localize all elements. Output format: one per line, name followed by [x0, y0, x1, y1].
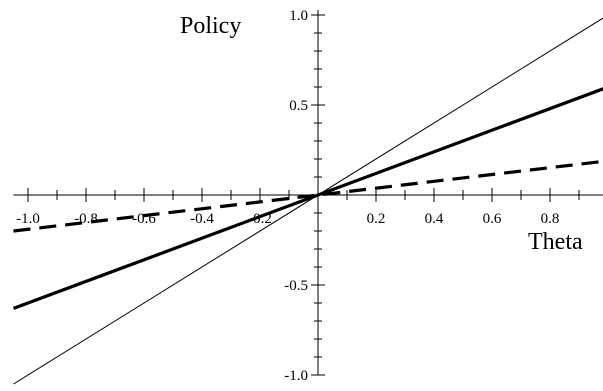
- ticks: [27, 14, 580, 376]
- x-tick-label: 0.4: [425, 211, 444, 227]
- y-tick-label: 0.5: [289, 98, 308, 114]
- series-group: [12, 17, 603, 385]
- tick-labels: -1.0 -0.8 -0.6 -0.4 -0.2 0.2 0.4 0.6 0.81.00.5-0…: [16, 8, 559, 384]
- series-line-thick-solid: [12, 87, 603, 310]
- x-axis-title: Theta: [528, 229, 583, 255]
- x-tick-label: 0.8: [541, 211, 560, 227]
- x-tick-label: -0.4: [190, 211, 214, 227]
- series-line-thin-solid: [13, 17, 603, 385]
- x-tick-label: 0.6: [483, 211, 502, 227]
- axes: [13, 10, 603, 375]
- y-tick-label: 1.0: [289, 8, 308, 24]
- y-axis-title: Policy: [180, 13, 241, 39]
- y-tick-label: -1.0: [284, 368, 308, 384]
- y-tick-label: -0.5: [284, 278, 308, 294]
- x-tick-label: -1.0: [16, 211, 40, 227]
- series-line-thick-dashed: [13, 159, 603, 233]
- x-tick-label: 0.2: [367, 211, 386, 227]
